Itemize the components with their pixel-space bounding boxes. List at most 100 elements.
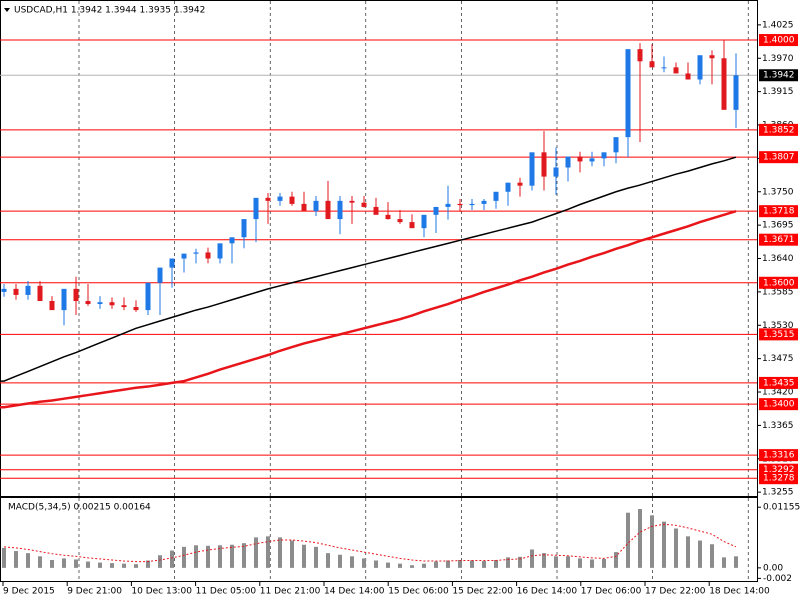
candle-body bbox=[529, 152, 535, 186]
candle-body bbox=[409, 222, 415, 229]
macd-title: MACD(5,34,5) 0.00215 0.00164 bbox=[8, 503, 151, 513]
macd-bar bbox=[386, 562, 390, 568]
candle-body bbox=[421, 214, 427, 229]
macd-bar bbox=[542, 553, 546, 568]
candle-body bbox=[733, 75, 739, 110]
level-label-box bbox=[759, 449, 798, 462]
candle-body bbox=[601, 152, 607, 159]
candle-body bbox=[445, 203, 451, 207]
macd-bar bbox=[194, 545, 198, 568]
candle-body bbox=[565, 156, 571, 168]
candle-body bbox=[457, 203, 463, 206]
macd-bar bbox=[2, 547, 6, 568]
macd-bar bbox=[614, 552, 618, 568]
candle-body bbox=[241, 219, 247, 238]
candle-body bbox=[709, 55, 715, 59]
level-label: 1.3807 bbox=[763, 153, 795, 163]
candle-body bbox=[1, 288, 7, 292]
candle-body bbox=[685, 73, 691, 80]
macd-bar bbox=[242, 543, 246, 568]
macd-bar bbox=[254, 537, 258, 568]
candle-body bbox=[61, 288, 67, 311]
candle-body bbox=[613, 137, 619, 153]
candle-body bbox=[181, 253, 187, 259]
candle-body bbox=[13, 288, 19, 295]
candle-body bbox=[481, 200, 487, 204]
x-tick-label: 16 Dec 14:00 bbox=[517, 587, 578, 597]
macd-bar bbox=[158, 555, 162, 568]
macd-bar bbox=[362, 558, 366, 568]
macd-bar bbox=[566, 556, 570, 568]
macd-bar bbox=[350, 556, 354, 568]
candle-body bbox=[109, 302, 115, 306]
level-label: 1.3718 bbox=[763, 207, 795, 217]
candle-body bbox=[373, 206, 379, 215]
macd-bar bbox=[98, 562, 102, 568]
macd-bar bbox=[50, 559, 54, 568]
y-tick-label: 1.3420 bbox=[762, 388, 794, 398]
level-label: 1.3435 bbox=[763, 378, 795, 388]
candle-body bbox=[97, 302, 103, 305]
macd-bar bbox=[602, 558, 606, 568]
level-label: 1.3515 bbox=[763, 330, 795, 340]
candle-body bbox=[169, 258, 175, 268]
macd-bar bbox=[470, 560, 474, 568]
y-tick-label: 1.3695 bbox=[762, 221, 794, 231]
candle-body bbox=[721, 58, 727, 110]
level-label-box bbox=[759, 376, 798, 389]
last-price-label: 1.3942 bbox=[763, 71, 795, 81]
y-tick-label: 1.3970 bbox=[762, 54, 794, 64]
level-label: 1.3400 bbox=[763, 400, 795, 410]
level-label: 1.3316 bbox=[763, 451, 795, 461]
macd-bar bbox=[638, 509, 642, 568]
macd-bar bbox=[422, 563, 426, 568]
main-title: USDCAD,H1 1.3942 1.3944 1.3935 1.3942 bbox=[14, 6, 205, 16]
y-tick-label: 1.3750 bbox=[762, 187, 794, 197]
candle-body bbox=[637, 49, 643, 62]
macd-bar bbox=[86, 561, 90, 568]
candle-body bbox=[133, 307, 139, 311]
macd-bar bbox=[650, 515, 654, 568]
candle-body bbox=[673, 67, 679, 74]
macd-bar bbox=[290, 540, 294, 568]
macd-bar bbox=[626, 512, 630, 568]
moving-average bbox=[0, 209, 737, 409]
candle-body bbox=[505, 182, 511, 192]
main-frame bbox=[0, 0, 758, 497]
x-tick-label: 9 Dec 2015 bbox=[3, 587, 55, 597]
macd-bar bbox=[710, 544, 714, 568]
level-label: 1.4000 bbox=[763, 36, 795, 46]
x-tick-label: 10 Dec 13:00 bbox=[131, 587, 192, 597]
candle-body bbox=[73, 288, 79, 301]
candle-body bbox=[193, 252, 199, 254]
macd-bar bbox=[518, 556, 522, 568]
x-tick-label: 18 Dec 14:00 bbox=[709, 587, 770, 597]
macd-bar bbox=[122, 563, 126, 568]
candle-body bbox=[229, 237, 235, 244]
moving-average bbox=[0, 156, 737, 382]
level-label-box bbox=[759, 472, 798, 485]
candle-body bbox=[337, 200, 343, 220]
macd-bar bbox=[74, 559, 78, 568]
y-tick-label: 0.00 bbox=[763, 563, 783, 573]
x-tick-label: 15 Dec 06:00 bbox=[388, 587, 449, 597]
level-label: 1.3852 bbox=[763, 125, 795, 135]
candle-body bbox=[649, 61, 655, 68]
macd-bar bbox=[398, 563, 402, 568]
macd-bar bbox=[326, 553, 330, 568]
candle-body bbox=[25, 285, 31, 295]
macd-frame bbox=[0, 497, 758, 582]
candle-body bbox=[553, 167, 559, 177]
macd-bar bbox=[506, 557, 510, 568]
candle-body bbox=[289, 196, 295, 204]
macd-bar bbox=[578, 558, 582, 568]
candle-body bbox=[265, 197, 271, 201]
level-label: 1.3600 bbox=[763, 278, 795, 288]
macd-bar bbox=[674, 528, 678, 568]
macd-bar bbox=[458, 559, 462, 568]
y-tick-label: 1.3530 bbox=[762, 321, 794, 331]
candle-body bbox=[493, 191, 499, 201]
macd-bar bbox=[530, 549, 534, 568]
candle-body bbox=[517, 182, 523, 186]
